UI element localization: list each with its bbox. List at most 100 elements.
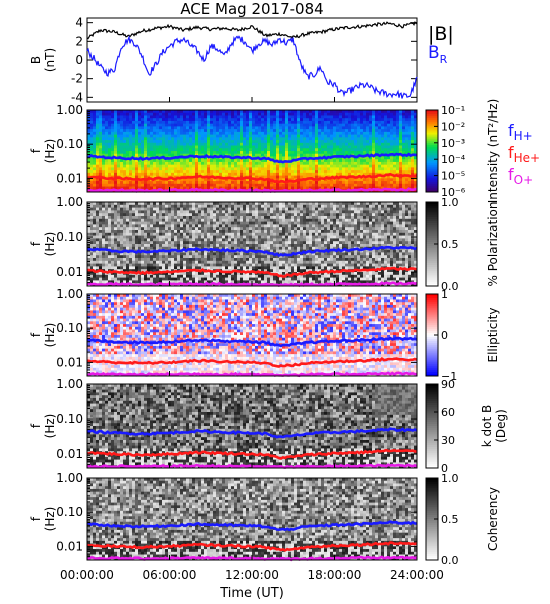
spectrogram-cell <box>396 162 399 165</box>
spectrogram-cell <box>234 275 237 278</box>
spectrogram-cell <box>93 170 96 173</box>
spectrogram-cell <box>300 151 303 154</box>
spectrogram-cell <box>186 272 189 275</box>
spectrogram-cell <box>168 238 171 241</box>
spectrogram-cell <box>192 121 195 124</box>
spectrogram-cell <box>255 170 258 173</box>
legend-B-R: BR <box>428 43 448 66</box>
spectrogram-cell <box>285 135 288 138</box>
spectrogram-cell <box>138 216 141 219</box>
spectrogram-cell <box>285 124 288 127</box>
spectrogram-cell <box>339 140 342 143</box>
spectrogram-cell <box>216 266 219 269</box>
spectrogram-cell <box>306 162 309 165</box>
spectrogram-cell <box>375 165 378 168</box>
spectrogram-cell <box>114 184 117 187</box>
spectrogram-cell <box>150 275 153 278</box>
spectrogram-cell <box>354 135 357 138</box>
spectrogram-cell <box>117 184 120 187</box>
spectrogram-cell <box>165 258 168 261</box>
spectrogram-cell <box>111 113 114 116</box>
spectrogram-cell <box>225 241 228 244</box>
spectrogram-cell <box>93 224 96 227</box>
spectrogram-cell <box>357 151 360 154</box>
spectrogram-cell <box>306 165 309 168</box>
spectrogram-cell <box>354 165 357 168</box>
spectrogram-cell <box>141 129 144 132</box>
spectrogram-cell <box>126 205 129 208</box>
spectrogram-cell <box>99 241 102 244</box>
spectrogram-cell <box>210 181 213 184</box>
spectrogram-cell <box>195 264 198 267</box>
spectrogram-cell <box>102 129 105 132</box>
spectrogram-cell <box>177 205 180 208</box>
spectrogram-cell <box>237 113 240 116</box>
spectrogram-cell <box>342 187 345 190</box>
spectrogram-cell <box>249 121 252 124</box>
spectrogram-cell <box>384 170 387 173</box>
spectrogram-cell <box>255 124 258 127</box>
spectrogram-cell <box>99 162 102 165</box>
spectrogram-cell <box>231 113 234 116</box>
spectrogram-cell <box>231 219 234 222</box>
spectrogram-cell <box>132 241 135 244</box>
spectrogram-cell <box>225 167 228 170</box>
spectrogram-cell <box>339 124 342 127</box>
spectrogram-cell <box>348 118 351 121</box>
spectrogram-cell <box>168 230 171 233</box>
spectrogram-cell <box>177 159 180 162</box>
spectrogram-cell <box>291 176 294 179</box>
spectrogram-cell <box>273 173 276 176</box>
spectrogram-cell <box>150 129 153 132</box>
spectrogram-cell <box>231 252 234 255</box>
spectrogram-cell <box>108 219 111 222</box>
spectrogram-cell <box>174 159 177 162</box>
spectrogram-cell <box>240 167 243 170</box>
spectrogram-cell <box>141 135 144 138</box>
spectrogram-cell <box>99 275 102 278</box>
spectrogram-cell <box>234 167 237 170</box>
spectrogram-cell <box>210 148 213 151</box>
spectrogram-cell <box>138 255 141 258</box>
spectrogram-cell <box>114 213 117 216</box>
spectrogram-cell <box>93 178 96 181</box>
spectrogram-cell <box>342 146 345 149</box>
spectrogram-cell <box>204 165 207 168</box>
spectrogram-cell <box>333 165 336 168</box>
spectrogram-cell <box>282 146 285 149</box>
spectrogram-cell <box>339 135 342 138</box>
spectrogram-cell <box>207 148 210 151</box>
spectrogram-cell <box>198 224 201 227</box>
spectrogram-cell <box>411 121 414 124</box>
spectrogram-cell <box>177 230 180 233</box>
spectrogram-cell <box>408 184 411 187</box>
spectrogram-cell <box>333 148 336 151</box>
spectrogram-cell <box>399 165 402 168</box>
spectrogram-cell <box>372 146 375 149</box>
spectrogram-cell <box>378 143 381 146</box>
spectrogram-cell <box>231 121 234 124</box>
spectrogram-cell <box>402 129 405 132</box>
spectrogram-cell <box>348 115 351 118</box>
spectrogram-cell <box>120 266 123 269</box>
spectrogram-cell <box>177 244 180 247</box>
spectrogram-cell <box>207 241 210 244</box>
spectrogram-cell <box>234 261 237 264</box>
spectrogram-cell <box>162 113 165 116</box>
spectrogram-cell <box>351 113 354 116</box>
spectrogram-cell <box>90 275 93 278</box>
spectrogram-cell <box>288 170 291 173</box>
spectrogram-cell <box>105 148 108 151</box>
spectrogram-cell <box>342 178 345 181</box>
spectrogram-cell <box>354 159 357 162</box>
spectrogram-cell <box>225 266 228 269</box>
spectrogram-cell <box>291 187 294 190</box>
spectrogram-cell <box>216 205 219 208</box>
spectrogram-cell <box>366 184 369 187</box>
spectrogram-cell <box>237 244 240 247</box>
spectrogram-cell <box>231 167 234 170</box>
spectrogram-cell <box>141 167 144 170</box>
spectrogram-cell <box>330 184 333 187</box>
spectrogram-cell <box>153 205 156 208</box>
spectrogram-cell <box>231 255 234 258</box>
